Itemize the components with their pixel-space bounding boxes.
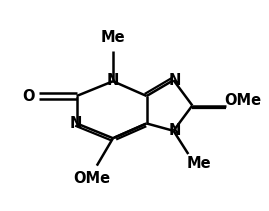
- Text: N: N: [69, 116, 82, 131]
- Text: OMe: OMe: [224, 93, 261, 108]
- Text: Me: Me: [101, 30, 125, 46]
- Text: N: N: [107, 73, 119, 88]
- Text: OMe: OMe: [73, 171, 110, 186]
- Text: O: O: [23, 88, 35, 104]
- Text: Me: Me: [187, 156, 211, 171]
- Text: N: N: [169, 73, 181, 88]
- Text: N: N: [169, 123, 181, 138]
